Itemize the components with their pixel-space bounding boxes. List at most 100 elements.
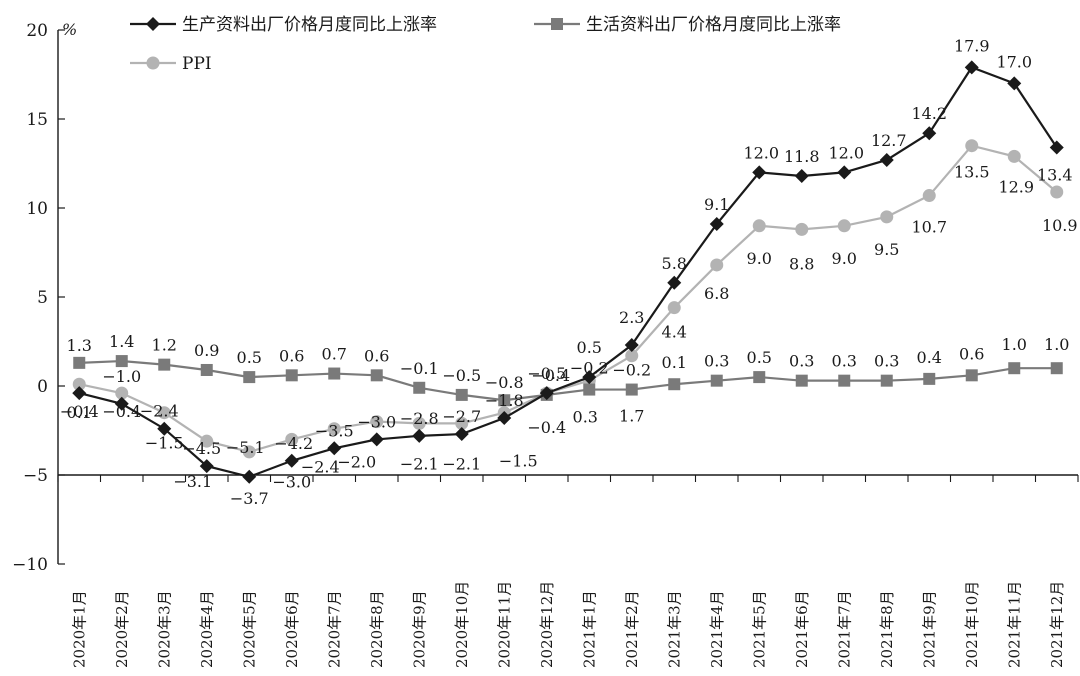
- x-tick-label: 2020年12月: [538, 581, 556, 668]
- x-tick-label: 2021年11月: [1005, 581, 1023, 668]
- x-tick-label: 2020年2月: [113, 590, 131, 668]
- data-label: −0.5: [442, 366, 481, 385]
- series-1-point: [243, 371, 256, 384]
- data-label: 0.3: [789, 352, 814, 371]
- series-0-point: [794, 168, 809, 183]
- series-1-point: [455, 388, 468, 401]
- series-0-point: [539, 386, 554, 401]
- data-label: 0.3: [832, 352, 857, 371]
- data-label: 0.7: [322, 345, 347, 364]
- series-2-point: [625, 349, 639, 363]
- series-2-point: [285, 432, 299, 446]
- data-label: 6.8: [704, 284, 729, 303]
- data-label: −0.4: [102, 402, 141, 421]
- x-tick-label: 2020年10月: [453, 581, 471, 668]
- data-label: −4.2: [274, 434, 313, 453]
- data-label: 0.4: [917, 348, 942, 367]
- legend-label: 生活资料出厂价格月度同比上涨率: [586, 15, 841, 35]
- series-layer: [72, 60, 1064, 484]
- series-0-point: [837, 165, 852, 180]
- legend: 生产资料出厂价格月度同比上涨率 生活资料出厂价格月度同比上涨率 PPI: [130, 15, 841, 74]
- series-2-point: [370, 415, 384, 429]
- y-tick-label: −10: [12, 555, 48, 575]
- data-label: −3.0: [357, 412, 396, 431]
- series-0-line: [78, 66, 1058, 478]
- series-1-point: [285, 369, 298, 382]
- series-1-point: [795, 374, 808, 387]
- data-label: −3.7: [230, 489, 269, 508]
- legend-item: 生产资料出厂价格月度同比上涨率: [130, 15, 437, 35]
- x-tick-label: 2020年6月: [283, 590, 301, 668]
- data-label: 14.2: [911, 104, 947, 123]
- data-label: 10.9: [1042, 216, 1078, 235]
- series-1-point: [370, 369, 383, 382]
- series-1-point: [551, 18, 563, 30]
- data-label: 1.2: [152, 336, 177, 355]
- x-tick-label: 2021年3月: [665, 590, 683, 668]
- x-tick-label: 2020年5月: [240, 590, 258, 668]
- data-label: −0.8: [485, 373, 524, 392]
- data-label: 1.4: [109, 332, 134, 351]
- series-1-point: [158, 358, 171, 371]
- series-0-point: [582, 370, 597, 385]
- data-label: 4.4: [662, 323, 687, 342]
- data-label: 12.7: [871, 131, 907, 150]
- data-label: 0.9: [194, 341, 219, 360]
- x-tick-label: 2021年8月: [878, 590, 896, 668]
- data-label: 10.7: [911, 218, 947, 237]
- series-0-point: [752, 165, 767, 180]
- data-label: −2.7: [442, 407, 481, 426]
- data-label: 13.4: [1037, 165, 1073, 184]
- series-1-point: [583, 383, 596, 396]
- y-tick-label: 15: [26, 110, 48, 130]
- y-tick-label: −5: [23, 466, 48, 486]
- data-label: 12.9: [998, 177, 1034, 196]
- data-label: 0.3: [573, 408, 598, 427]
- data-label: −1.8: [485, 391, 524, 410]
- legend-item: PPI: [130, 54, 212, 74]
- series-0-point: [879, 152, 894, 167]
- x-tick-label: 2021年12月: [1048, 581, 1066, 668]
- series-1-point: [668, 378, 681, 391]
- data-label: 0.3: [874, 352, 899, 371]
- series-0-point: [709, 217, 724, 232]
- series-1-point: [710, 374, 723, 387]
- y-tick-label: 10: [26, 199, 48, 219]
- series-1-point: [838, 374, 851, 387]
- data-label: −2.4: [140, 402, 179, 421]
- series-2-point: [795, 222, 809, 236]
- series-0-point: [369, 432, 384, 447]
- x-tick-label: 2020年11月: [495, 581, 513, 668]
- x-tick-label: 2021年5月: [750, 590, 768, 668]
- data-label: −0.5: [527, 364, 566, 383]
- x-tick-label: 2021年2月: [623, 590, 641, 668]
- x-tick-label: 2020年7月: [325, 590, 343, 668]
- series-1-point: [753, 371, 766, 384]
- data-label: 9.5: [874, 240, 899, 259]
- legend-item: 生活资料出厂价格月度同比上涨率: [534, 15, 841, 35]
- data-label: 17.0: [996, 52, 1032, 71]
- series-2-point: [710, 258, 724, 272]
- x-tick-label: 2020年9月: [410, 590, 428, 668]
- data-label: 5.8: [662, 254, 687, 273]
- legend-label: PPI: [182, 54, 212, 74]
- data-label: −2.1: [400, 454, 439, 473]
- x-tick-label: 2020年1月: [70, 590, 88, 668]
- data-label: 0.5: [577, 338, 602, 357]
- x-tick-label: 2021年9月: [920, 590, 938, 668]
- axes: −10 −5 0 5 10 15 20 % 2020年1月 2020年2月 2020年3月 2020年…: [12, 20, 1079, 668]
- series-0-point: [242, 469, 257, 484]
- series-2-point: [412, 416, 426, 430]
- y-tick-label: 0: [37, 377, 48, 397]
- data-label: −3.5: [315, 421, 354, 440]
- series-0-point: [199, 459, 214, 474]
- data-label: −2.8: [400, 409, 439, 428]
- series-1-point: [73, 356, 86, 369]
- data-label: 0.1: [67, 403, 92, 422]
- x-tick-label: 2021年1月: [580, 590, 598, 668]
- data-label: 0.6: [364, 346, 389, 365]
- series-2-point: [200, 434, 214, 448]
- data-label: 0.5: [747, 348, 772, 367]
- series-1-point: [880, 374, 893, 387]
- data-label: −1.0: [102, 367, 141, 386]
